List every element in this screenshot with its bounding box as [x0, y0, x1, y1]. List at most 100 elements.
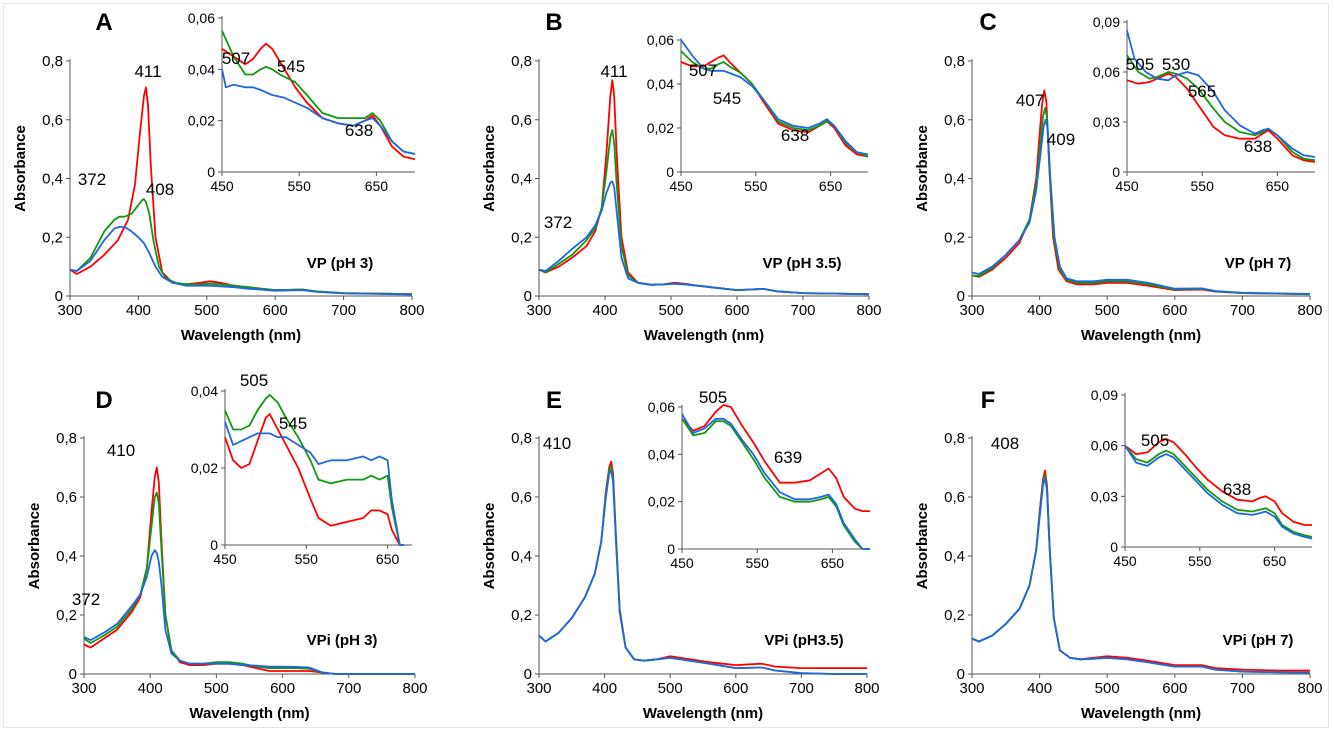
inset-series-line-red: [224, 413, 404, 546]
inset-peak-label: 507: [222, 49, 250, 68]
x-tick-label: 500: [1095, 302, 1120, 319]
x-axis-title: Wavelength (nm): [643, 705, 763, 722]
inset-x-tick-label: 650: [1263, 553, 1287, 569]
series-line-blue: [538, 469, 867, 675]
inset-x-tick-label: 450: [1113, 553, 1137, 569]
x-tick-label: 600: [1162, 302, 1187, 319]
series-line-blue: [83, 549, 415, 675]
peak-label: 409: [1047, 130, 1075, 149]
peak-label: 372: [544, 213, 572, 232]
y-tick-label: 0,6: [944, 112, 965, 129]
inset-series-line-blue: [1124, 445, 1313, 540]
condition-label: VPi (pH 7): [1223, 632, 1294, 649]
x-tick-label: 400: [1027, 680, 1052, 697]
y-tick-label: 0,4: [511, 171, 532, 188]
inset-y-tick-label: 0,03: [1091, 488, 1118, 504]
inset-series-line-red: [681, 404, 870, 513]
x-tick-label: 600: [723, 680, 748, 697]
y-axis-title: Absorbance: [481, 503, 498, 590]
y-tick-label: 0: [957, 666, 965, 683]
inset-series-line-blue: [221, 69, 416, 155]
peak-label: 408: [146, 180, 174, 199]
y-tick-label: 0,4: [944, 548, 965, 565]
panel-letter: F: [981, 387, 996, 414]
x-tick-label: 800: [856, 302, 881, 319]
y-tick-label: 0,2: [511, 229, 532, 246]
inset-peak-label: 545: [277, 57, 305, 76]
x-tick-label: 800: [399, 302, 424, 319]
inset-peak-label: 505: [1141, 431, 1169, 450]
x-axis-title: Wavelength (nm): [1081, 705, 1201, 722]
inset-x-tick-label: 550: [288, 178, 312, 194]
inset-y-tick-label: 0,04: [191, 383, 218, 399]
x-tick-label: 500: [204, 680, 229, 697]
inset-y-tick-label: 0,04: [647, 76, 674, 92]
y-tick-label: 0,2: [42, 229, 63, 246]
x-tick-label: 600: [263, 302, 288, 319]
inset-background: [223, 389, 414, 547]
inset-series-line-red: [680, 54, 869, 158]
y-tick-label: 0,4: [42, 171, 63, 188]
condition-label: VP (pH 3): [307, 255, 373, 272]
inset-chart: 450 550 650 0 0,02 0,04 0,06 505 639: [648, 388, 872, 571]
x-tick-label: 800: [1297, 680, 1322, 697]
x-tick-label: 400: [126, 302, 151, 319]
x-tick-label: 600: [724, 302, 749, 319]
inset-y-tick-label: 0,02: [191, 460, 218, 476]
series-line-red: [83, 466, 415, 675]
condition-label: VP (pH 7): [1225, 255, 1291, 272]
y-tick-label: 0,4: [56, 548, 77, 565]
x-tick-label: 400: [592, 680, 617, 697]
inset-x-tick-label: 450: [1115, 178, 1139, 194]
peak-label: 372: [72, 590, 100, 609]
inset-x-tick-label: 550: [746, 555, 770, 571]
panel-letter: E: [546, 387, 562, 414]
y-tick-label: 0,2: [944, 229, 965, 246]
inset-y-tick-label: 0,09: [1093, 14, 1120, 30]
x-tick-label: 300: [71, 680, 96, 697]
inset-y-tick-label: 0,06: [647, 32, 674, 48]
inset-y-tick-label: 0,06: [648, 399, 675, 415]
x-tick-label: 700: [1230, 302, 1255, 319]
inset-y-tick-label: 0,06: [1091, 438, 1118, 454]
panel-a: 300 400 500 600 700 800 0 0,2 0,4 0,6 0,8 A VP (pH 3…: [12, 9, 425, 344]
series-line-blue: [538, 180, 870, 296]
inset-peak-label: 505: [1126, 55, 1154, 74]
inset-series-line-blue: [224, 421, 404, 546]
inset-series-line-green: [681, 418, 870, 550]
inset-background: [679, 38, 870, 174]
y-tick-label: 0,2: [56, 607, 77, 624]
y-tick-label: 0,8: [944, 430, 965, 447]
inset-peak-label: 638: [781, 126, 809, 145]
x-axis-title: Wavelength (nm): [181, 327, 301, 344]
y-tick-label: 0,6: [56, 489, 77, 506]
x-tick-label: 700: [789, 680, 814, 697]
y-tick-label: 0,6: [42, 112, 63, 129]
condition-label: VP (pH 3.5): [763, 255, 842, 272]
y-tick-label: 0,4: [511, 548, 532, 565]
inset-peak-label: 545: [279, 414, 307, 433]
panel-d: 300 400 500 600 700 800 0 0,2 0,4 0,6 0,8 D VPi (pH …: [26, 371, 428, 722]
y-tick-label: 0,8: [511, 53, 532, 70]
inset-peak-label: 639: [774, 448, 802, 467]
panel-b: 300 400 500 600 700 800 0 0,2 0,4 0,6 0,8 B VP (pH 3…: [481, 9, 882, 344]
inset-y-tick-label: 0,09: [1091, 387, 1118, 403]
peak-label: 410: [107, 441, 135, 460]
inset-y-tick-label: 0,02: [188, 113, 215, 129]
inset-x-tick-label: 450: [670, 555, 694, 571]
inset-y-tick-label: 0,06: [188, 10, 215, 26]
series-line-blue: [971, 118, 1311, 295]
y-tick-label: 0: [957, 288, 965, 305]
inset-y-tick-label: 0,04: [188, 61, 215, 77]
inset-y-tick-label: 0,03: [1093, 114, 1120, 130]
inset-y-tick-label: 0: [666, 164, 674, 180]
peak-label: 411: [600, 62, 627, 81]
x-axis-title: Wavelength (nm): [644, 327, 764, 344]
panel-letter: A: [95, 9, 112, 36]
inset-peak-label: 505: [240, 371, 268, 390]
x-tick-label: 800: [402, 680, 427, 697]
y-tick-label: 0,8: [42, 53, 63, 70]
y-tick-label: 0,8: [56, 430, 77, 447]
figure-frame: [3, 3, 1329, 728]
